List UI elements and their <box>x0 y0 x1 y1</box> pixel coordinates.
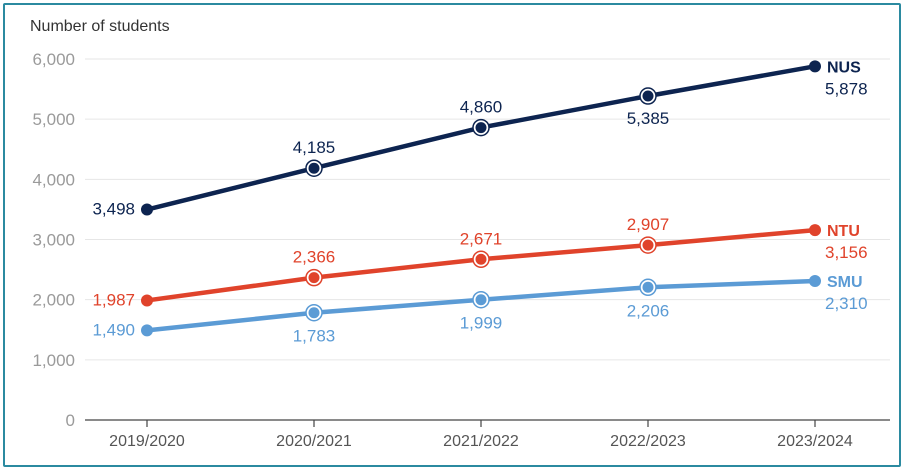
y-tick-label: 3,000 <box>32 231 75 250</box>
data-label: 1,490 <box>92 320 135 339</box>
data-label: 2,366 <box>293 248 336 267</box>
y-tick-label: 6,000 <box>32 50 75 69</box>
y-tick-label: 0 <box>66 411 75 430</box>
gridlines <box>85 58 890 361</box>
series-nus <box>144 64 818 212</box>
data-point <box>308 307 320 319</box>
y-axis-ticks: 0 1,000 2,000 3,000 4,000 5,000 6,000 <box>32 50 75 430</box>
data-point <box>642 239 654 251</box>
data-label: 4,860 <box>460 98 503 117</box>
series-name-label: NTU <box>827 223 860 240</box>
series-points <box>141 60 821 337</box>
x-tick-label: 2022/2023 <box>610 433 686 450</box>
data-label: 3,156 <box>825 243 868 262</box>
data-label: 1,783 <box>293 327 336 346</box>
data-point <box>809 275 821 288</box>
data-label: 1,987 <box>92 290 135 309</box>
data-point <box>141 203 153 216</box>
y-tick-label: 1,000 <box>32 351 75 370</box>
data-label: 5,878 <box>825 79 868 98</box>
x-tick-label: 2019/2020 <box>109 433 185 450</box>
data-label: 4,185 <box>293 138 336 157</box>
data-label: 2,907 <box>627 215 670 234</box>
series-line-nus <box>144 64 818 212</box>
data-point <box>475 253 487 265</box>
x-tick-label: 2023/2024 <box>777 433 853 450</box>
data-point <box>809 224 821 237</box>
data-label: 2,671 <box>460 229 503 248</box>
data-point <box>308 162 320 174</box>
data-point <box>642 281 654 293</box>
y-axis-title: Number of students <box>30 18 170 35</box>
x-tick-label: 2021/2022 <box>443 433 519 450</box>
data-point <box>308 272 320 284</box>
data-label: 2,206 <box>627 301 670 320</box>
data-point <box>642 90 654 102</box>
data-label: 3,498 <box>92 200 135 219</box>
y-tick-label: 2,000 <box>32 291 75 310</box>
data-point <box>475 122 487 134</box>
series-name-label: NUS <box>827 59 861 76</box>
data-labels: 3,498 4,185 4,860 5,385 5,878 NUS 1,987 2,366 2,… <box>92 59 867 345</box>
x-tick-label: 2020/2021 <box>276 433 352 450</box>
data-label: 1,999 <box>460 314 503 333</box>
x-axis: 2019/2020 2020/2021 2021/2022 2022/2023 2023… <box>85 419 890 450</box>
series-name-label: SMU <box>827 274 863 291</box>
data-label: 5,385 <box>627 109 670 128</box>
data-label: 2,310 <box>825 294 868 313</box>
y-tick-label: 4,000 <box>32 170 75 189</box>
data-point <box>141 324 153 337</box>
data-point <box>475 294 487 306</box>
y-tick-label: 5,000 <box>32 110 75 129</box>
data-point <box>809 60 821 73</box>
data-point <box>141 294 153 307</box>
